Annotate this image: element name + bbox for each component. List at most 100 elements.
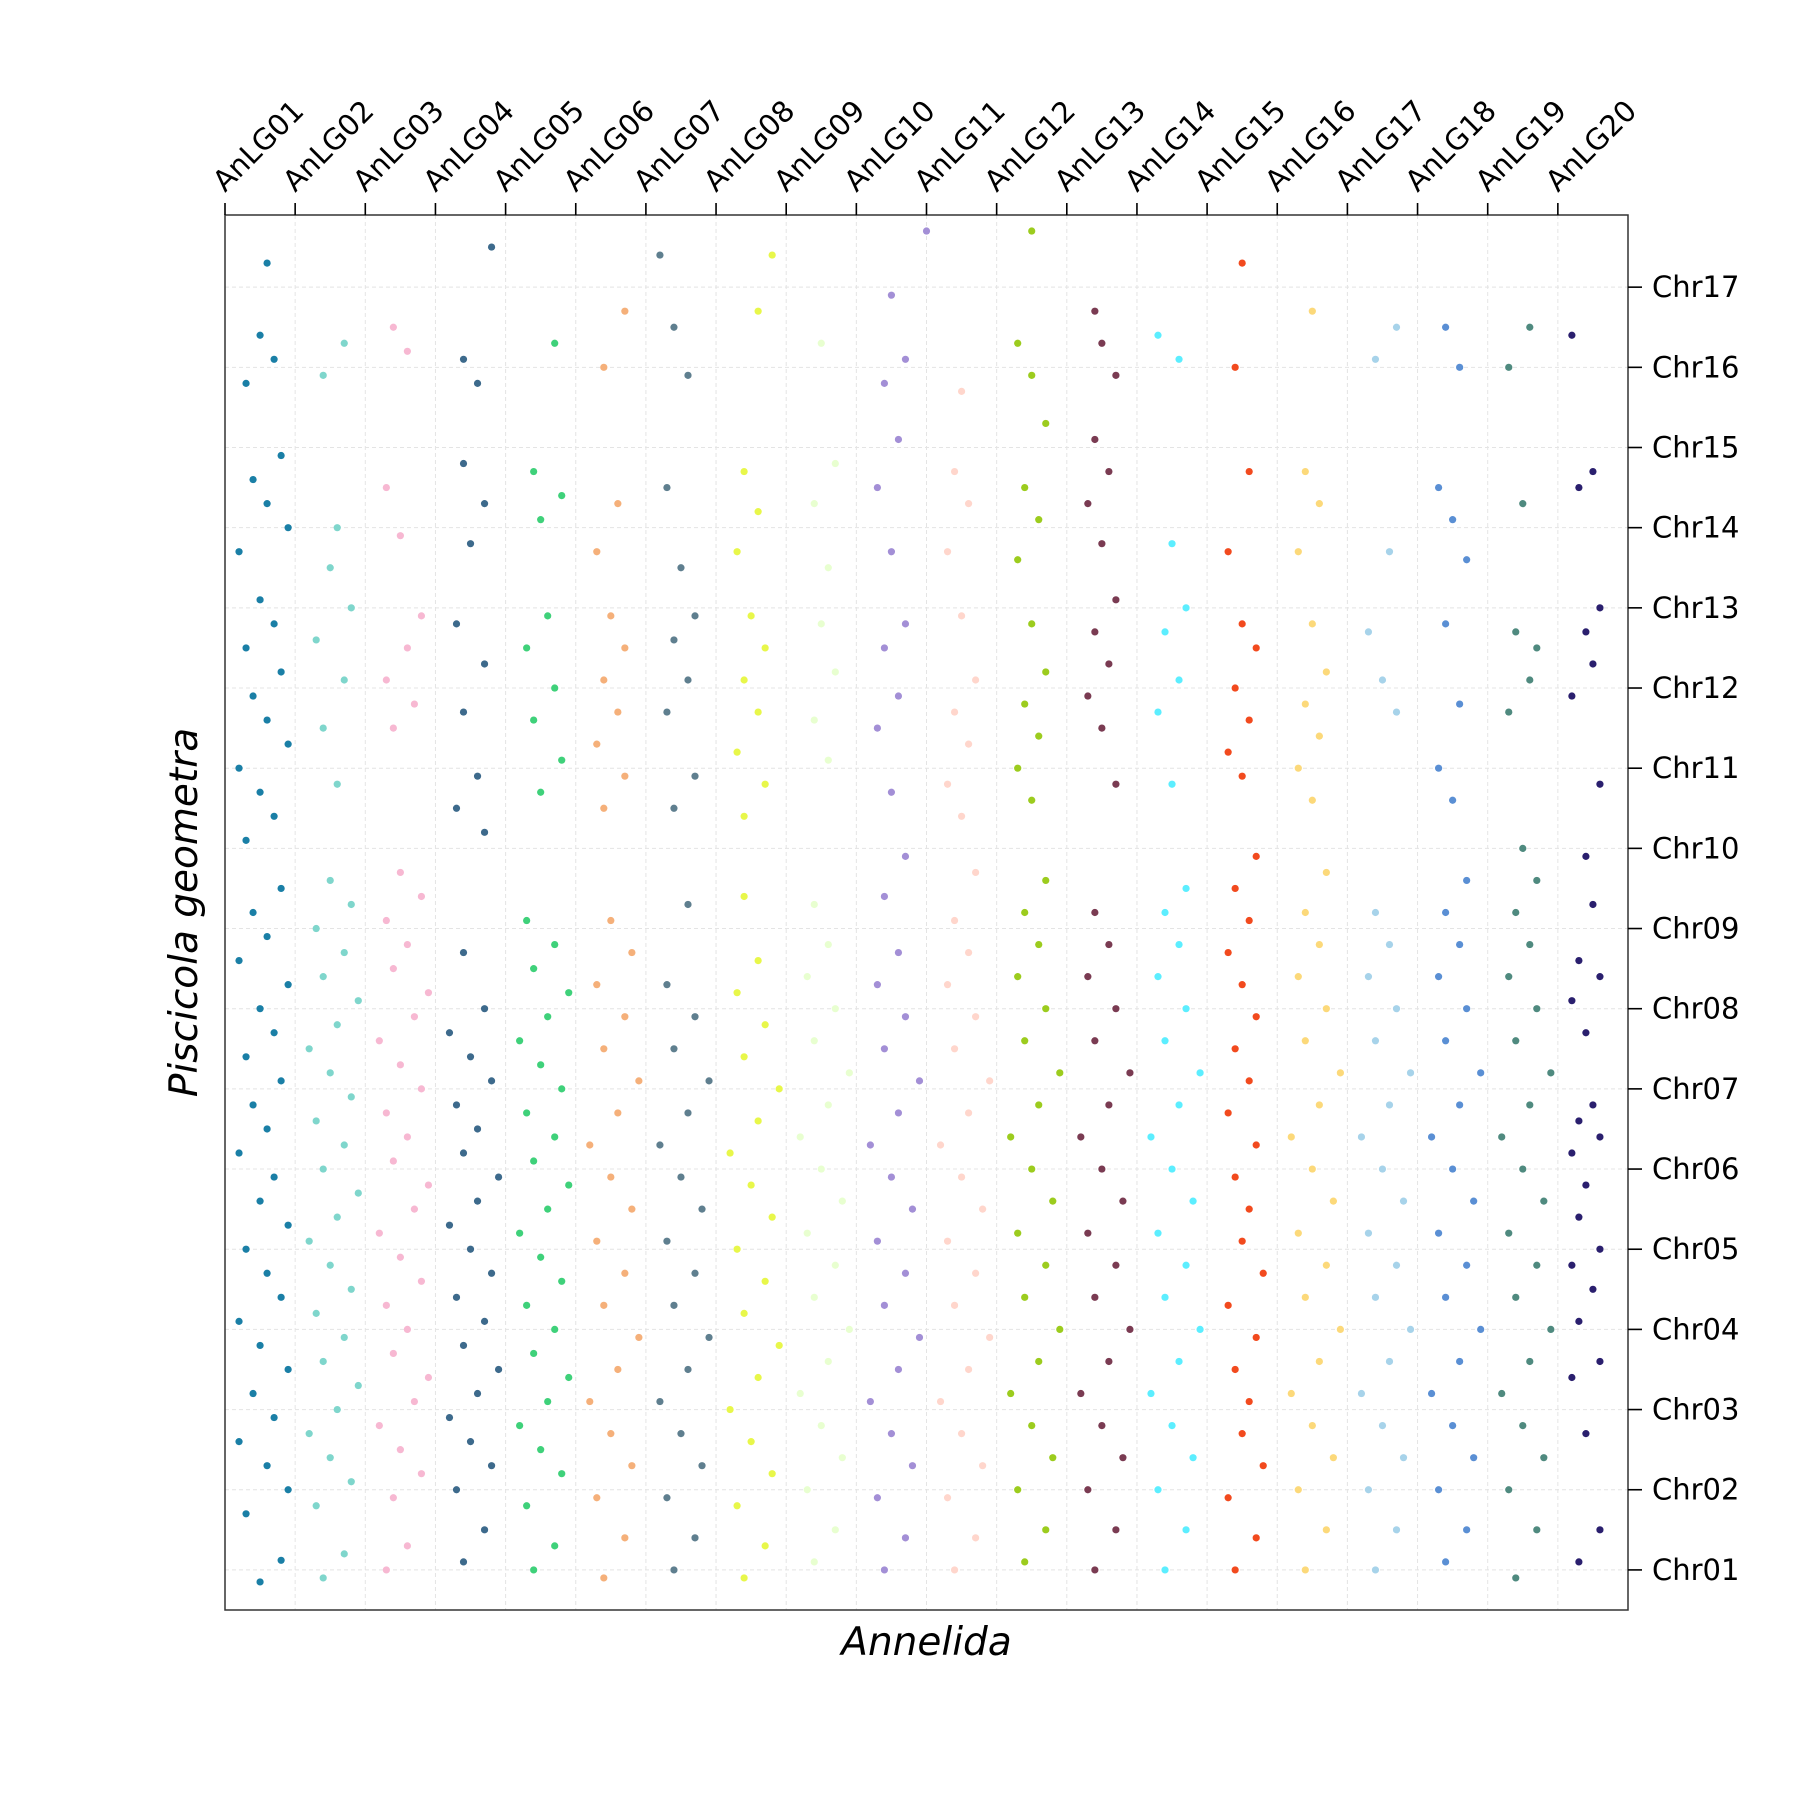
data-point xyxy=(1399,1454,1408,1462)
data-point xyxy=(284,1365,292,1374)
data-point xyxy=(516,1229,524,1237)
data-point xyxy=(544,612,552,620)
y-tick-label: Chr10 xyxy=(1652,831,1739,865)
y-tick-label: Chr03 xyxy=(1652,1393,1739,1427)
data-point xyxy=(726,1405,734,1414)
data-point xyxy=(663,981,671,989)
data-point xyxy=(824,756,832,764)
data-point xyxy=(1238,620,1246,628)
data-point xyxy=(410,700,419,708)
data-point xyxy=(1112,371,1120,379)
data-point xyxy=(663,1494,671,1502)
data-point xyxy=(403,1325,411,1333)
data-point xyxy=(1154,1229,1162,1237)
data-point xyxy=(810,500,818,508)
data-point xyxy=(396,532,404,540)
data-point xyxy=(347,604,355,612)
data-point xyxy=(1434,1486,1443,1494)
data-point xyxy=(1371,355,1380,363)
data-point xyxy=(403,644,411,652)
data-point xyxy=(1252,1013,1260,1021)
data-point xyxy=(754,1117,762,1125)
data-point xyxy=(263,1462,271,1470)
data-point xyxy=(235,957,243,965)
data-point xyxy=(1224,748,1232,756)
data-point xyxy=(480,500,489,508)
data-point xyxy=(396,1061,404,1069)
data-point xyxy=(284,1221,292,1229)
data-point xyxy=(1021,1037,1029,1045)
data-point xyxy=(950,467,959,476)
data-point xyxy=(691,772,699,780)
data-point xyxy=(768,1213,776,1221)
data-point xyxy=(452,620,461,628)
data-point xyxy=(1575,1558,1583,1566)
data-point xyxy=(1308,1165,1316,1173)
data-point xyxy=(530,965,538,973)
data-point xyxy=(845,1325,853,1333)
data-point xyxy=(242,1510,250,1518)
data-point xyxy=(1077,1133,1085,1141)
data-point xyxy=(270,620,278,628)
data-point xyxy=(1098,724,1106,732)
data-point xyxy=(1224,948,1232,957)
data-point xyxy=(565,1181,573,1189)
data-point xyxy=(754,957,762,965)
data-point xyxy=(551,940,559,949)
data-point xyxy=(740,467,748,476)
data-point xyxy=(670,323,678,331)
data-point xyxy=(382,483,390,492)
data-point xyxy=(1568,1261,1576,1269)
data-point xyxy=(417,1085,426,1093)
data-point xyxy=(410,1397,419,1406)
data-point xyxy=(1449,796,1457,804)
data-point xyxy=(1042,419,1050,428)
data-point xyxy=(621,1534,629,1542)
data-point xyxy=(740,892,748,901)
data-point xyxy=(1449,1165,1457,1173)
data-point xyxy=(1308,796,1316,804)
data-point xyxy=(1406,1325,1415,1333)
data-point xyxy=(537,1061,545,1069)
data-point xyxy=(326,1454,334,1462)
data-point xyxy=(894,1109,903,1117)
data-point xyxy=(1371,1566,1380,1574)
data-point xyxy=(1596,1526,1604,1534)
data-point xyxy=(894,948,903,957)
data-point xyxy=(1589,900,1597,909)
data-point xyxy=(614,708,622,716)
data-point xyxy=(698,1462,706,1470)
data-point xyxy=(670,804,678,812)
data-point xyxy=(1596,1357,1604,1366)
data-point xyxy=(1252,852,1260,860)
data-point xyxy=(277,668,285,676)
data-point xyxy=(1091,908,1099,917)
data-point xyxy=(600,1045,608,1053)
data-point xyxy=(1526,1357,1534,1366)
data-point xyxy=(235,1149,243,1157)
y-tick-label: Chr01 xyxy=(1652,1553,1739,1587)
data-point xyxy=(656,1397,664,1406)
data-point xyxy=(1533,1005,1541,1013)
data-point xyxy=(1357,1133,1366,1141)
data-point xyxy=(593,981,601,989)
data-point xyxy=(754,708,762,716)
data-point xyxy=(1575,957,1583,965)
data-point xyxy=(1315,1357,1323,1366)
data-point xyxy=(284,524,292,532)
data-point xyxy=(754,307,762,315)
data-point xyxy=(466,1245,475,1253)
data-point xyxy=(803,1486,811,1494)
data-point xyxy=(866,1397,874,1406)
data-point xyxy=(242,836,250,844)
data-point xyxy=(1582,1181,1590,1189)
data-point xyxy=(333,780,341,788)
data-point xyxy=(1308,307,1316,315)
data-point xyxy=(235,548,243,556)
data-point xyxy=(1231,1173,1239,1181)
data-point xyxy=(424,1181,433,1189)
y-tick-label: Chr05 xyxy=(1652,1232,1739,1266)
data-point xyxy=(1385,548,1394,556)
data-point xyxy=(1442,1037,1450,1045)
y-tick-label: Chr12 xyxy=(1652,671,1739,705)
